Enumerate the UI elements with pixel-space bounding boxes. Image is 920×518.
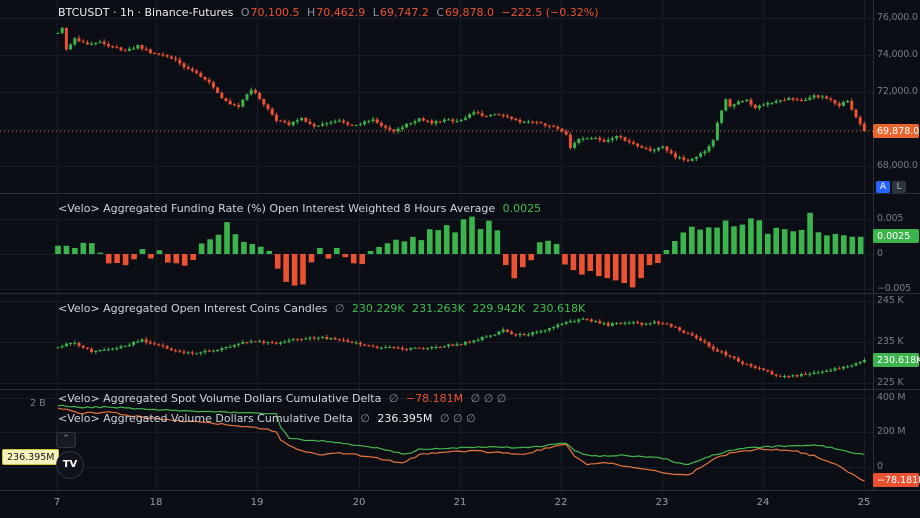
time-axis-label: 20 (352, 497, 366, 508)
oi-indicator-title[interactable]: <Velo> Aggregated Open Interest Coins Ca… (58, 302, 328, 315)
open-label: O (240, 6, 250, 19)
oi-empty-marker: ∅ (334, 302, 345, 315)
open-value: 70,100.5 (250, 6, 300, 19)
low-value: 69,747.2 (379, 6, 429, 19)
symbol-title[interactable]: BTCUSDT · 1h · Binance-Futures (58, 6, 234, 19)
price-axis-label: 225 K (877, 377, 904, 388)
price-axis-label: 0.005 (877, 213, 904, 224)
price-badge: −78.181M (873, 473, 920, 487)
time-scale[interactable]: 7 18 19 20 21 22 23 24 25 (0, 490, 920, 518)
price-axis-label: −0.005 (877, 283, 911, 294)
time-axis-label: 18 (149, 497, 163, 508)
volume-delta-empty-markers: ∅ ∅ ∅ (439, 412, 476, 425)
price-axis-label: 68,000.0 (877, 160, 918, 171)
spot-delta-empty-marker: ∅ (388, 392, 399, 405)
price-badge: 230.618K (873, 353, 920, 367)
spot-delta-legend: <Velo> Aggregated Spot Volume Dollars Cu… (58, 392, 510, 406)
high-label: H (306, 6, 316, 19)
log-scale-button[interactable]: L (892, 181, 906, 193)
oi-open-value: 230.229K (351, 302, 405, 315)
funding-indicator-title[interactable]: <Velo> Aggregated Funding Rate (%) Open … (58, 202, 496, 215)
time-axis-label: 22 (554, 497, 568, 508)
time-axis-label: 24 (756, 497, 770, 508)
left-scale-label: 2 B (30, 398, 46, 409)
time-axis-label: 25 (857, 497, 871, 508)
spot-delta-value: −78.181M (405, 392, 464, 405)
time-axis-label: 19 (250, 497, 264, 508)
funding-value: 0.0025 (502, 202, 542, 215)
collapse-pane-button[interactable]: ⌃ (56, 432, 76, 448)
auto-scale-button[interactable]: A (876, 181, 890, 193)
price-axis-label: 0 (877, 461, 883, 472)
volume-delta-empty-marker: ∅ (360, 412, 370, 425)
volume-delta-legend: <Velo> Aggregated Volume Dollars Cumulat… (58, 412, 480, 426)
price-axis-label: 72,000.0 (877, 86, 918, 97)
time-axis-label: 7 (53, 497, 61, 508)
time-axis-label: 21 (453, 497, 467, 508)
price-badge: 69,878.0 (873, 124, 919, 138)
price-axis-label: 76,000.0 (877, 12, 918, 23)
price-axis-label: 0 (877, 248, 883, 259)
oi-high-value: 231.263K (412, 302, 465, 315)
volume-delta-price-badge: 236.395M (2, 449, 60, 465)
volume-delta-indicator-title[interactable]: <Velo> Aggregated Volume Dollars Cumulat… (58, 412, 353, 425)
funding-pane-legend: <Velo> Aggregated Funding Rate (%) Open … (58, 202, 545, 216)
price-pane-legend: BTCUSDT · 1h · Binance-Futures O70,100.5… (58, 6, 602, 20)
price-badge: 0.0025 (873, 229, 919, 243)
price-axis-label: 245 K (877, 295, 904, 306)
oi-pane-legend: <Velo> Aggregated Open Interest Coins Ca… (58, 302, 589, 316)
time-axis-label: 23 (655, 497, 669, 508)
spot-delta-indicator-title[interactable]: <Velo> Aggregated Spot Volume Dollars Cu… (58, 392, 382, 405)
price-axis-label: 235 K (877, 336, 904, 347)
close-value: 69,878.0 (445, 6, 495, 19)
high-value: 70,462.9 (316, 6, 366, 19)
price-scale[interactable]: 76,000.0 74,000.0 72,000.0 68,000.0 0.005 0 −0… (873, 0, 920, 490)
close-label: C (436, 6, 445, 19)
price-axis-label: 74,000.0 (877, 49, 918, 60)
scale-mode-buttons: A L (876, 181, 906, 193)
oi-low-value: 229.942K (472, 302, 526, 315)
oi-close-value: 230.618K (532, 302, 586, 315)
price-axis-label: 400 M (877, 392, 906, 403)
tradingview-logo[interactable]: TV (56, 451, 84, 479)
price-axis-label: 200 M (877, 426, 906, 437)
spot-delta-empty-markers: ∅ ∅ ∅ (470, 392, 507, 405)
low-label: L (372, 6, 379, 19)
change-value: −222.5 (−0.32%) (501, 6, 599, 19)
volume-delta-value: 236.395M (377, 412, 433, 425)
